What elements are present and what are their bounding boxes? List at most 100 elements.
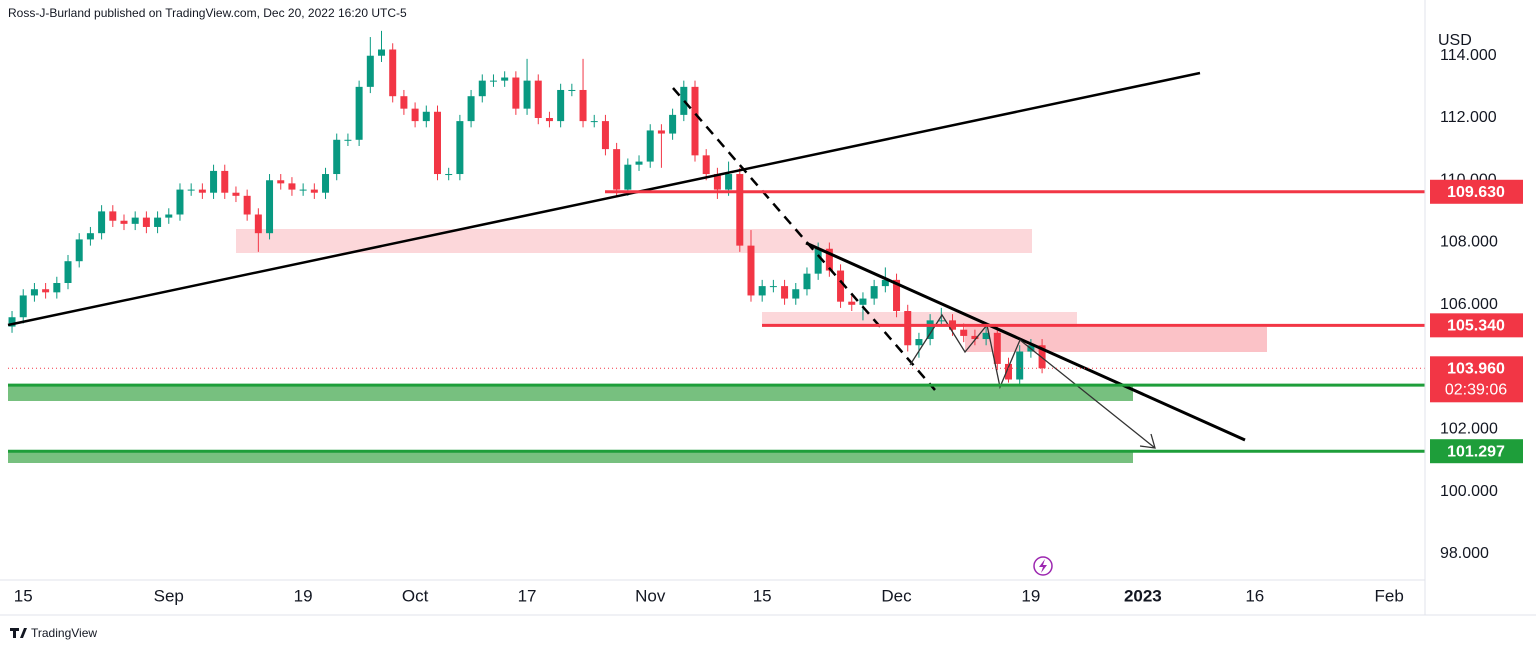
price-label: 109.630 <box>1447 184 1505 201</box>
trend-line <box>7 71 1201 327</box>
candle-body <box>769 286 777 288</box>
candle-body <box>64 261 72 283</box>
candle-body <box>75 239 83 262</box>
candle-body <box>277 180 285 184</box>
price-label-box <box>1430 179 1523 204</box>
candle-body <box>691 86 699 156</box>
candle-body <box>467 96 475 122</box>
candles <box>8 30 1046 386</box>
candle-body <box>1004 363 1012 380</box>
price-labels: 109.630105.340103.418101.297103.96002:39… <box>1430 179 1523 464</box>
candle-body <box>781 286 789 299</box>
candle-body <box>400 96 408 109</box>
candle-body <box>937 320 945 322</box>
resistance-zone <box>236 229 1032 253</box>
candle-body <box>646 130 654 162</box>
candle-body <box>445 174 453 176</box>
candle-body <box>53 282 61 293</box>
candle-body <box>702 155 710 175</box>
y-tick-label: 108.000 <box>1440 234 1498 251</box>
x-tick-label: 19 <box>294 586 313 605</box>
candle-body <box>601 121 609 150</box>
x-tick-label: Oct <box>402 586 429 605</box>
candle-body <box>422 111 430 122</box>
arrow-head <box>1139 433 1156 449</box>
candle-body <box>176 189 184 215</box>
last-price-label: 103.960 <box>1447 361 1505 378</box>
candle-body <box>624 164 632 190</box>
candle-body <box>86 233 94 240</box>
candle-body <box>120 220 128 224</box>
candle-body <box>232 192 240 196</box>
support-zone <box>8 386 1133 401</box>
candle-body <box>904 311 912 346</box>
candle-body <box>19 295 27 318</box>
y-tick-label: 100.000 <box>1440 483 1498 500</box>
event-icon <box>1033 556 1053 576</box>
candle-body <box>859 298 867 305</box>
price-lines <box>8 190 1425 453</box>
y-tick-label: 102.000 <box>1440 421 1498 438</box>
candle-body <box>971 335 979 340</box>
candle-body <box>243 195 251 215</box>
candle-body <box>680 86 688 115</box>
candle-body <box>489 80 497 82</box>
candle-body <box>792 289 800 299</box>
y-tick-label: 98.000 <box>1440 545 1489 562</box>
last-price-box <box>1430 356 1523 403</box>
candle-body <box>433 111 441 175</box>
candle-body <box>288 183 296 190</box>
candle-body <box>187 189 195 191</box>
candle-body <box>1016 351 1024 380</box>
candle-body <box>389 49 397 97</box>
zones <box>8 229 1267 463</box>
candle-body <box>803 273 811 290</box>
resistance-zone <box>762 312 1077 327</box>
candle-body <box>725 174 733 190</box>
countdown-label: 02:39:06 <box>1445 382 1507 399</box>
publisher-header: Ross-J-Burland published on TradingView.… <box>8 6 407 20</box>
candle-body <box>221 170 229 193</box>
candle-body <box>165 214 173 218</box>
logo-text: TradingView <box>31 626 97 640</box>
candle-body <box>378 49 386 56</box>
candle-body <box>635 161 643 165</box>
candle-body <box>579 89 587 122</box>
candle-body <box>142 217 150 227</box>
price-label-box <box>1430 439 1523 464</box>
candle-body <box>758 286 766 296</box>
candle-body <box>42 289 50 293</box>
support-zone <box>8 450 1133 463</box>
candle-body <box>915 339 923 346</box>
tradingview-logo: TradingView <box>10 626 97 640</box>
candle-body <box>982 332 990 340</box>
candle-body <box>926 320 934 340</box>
candle-body <box>669 114 677 134</box>
candle-body <box>613 149 621 190</box>
candle-body <box>266 180 274 234</box>
x-tick-label: Dec <box>881 586 912 605</box>
x-tick-label: 2023 <box>1124 586 1162 605</box>
x-tick-label: 15 <box>14 586 33 605</box>
candle-body <box>825 248 833 271</box>
candle-body <box>534 80 542 118</box>
y-tick-label: 106.000 <box>1440 296 1498 313</box>
candle-body <box>254 214 262 234</box>
candle-body <box>1038 345 1046 369</box>
candle-body <box>993 332 1001 364</box>
currency-label: USD <box>1438 32 1472 49</box>
candle-body <box>299 189 307 191</box>
candle-body <box>109 211 117 221</box>
trend-line <box>805 241 1246 442</box>
candle-body <box>98 211 106 234</box>
x-tick-label: Sep <box>154 586 184 605</box>
candle-body <box>512 77 520 109</box>
y-tick-label: 112.000 <box>1440 109 1497 126</box>
candle-body <box>131 217 139 224</box>
candle-body <box>523 80 531 109</box>
candle-body <box>736 174 744 246</box>
candle-body <box>568 89 576 91</box>
candle-body <box>456 121 464 175</box>
candle-body <box>870 286 878 299</box>
